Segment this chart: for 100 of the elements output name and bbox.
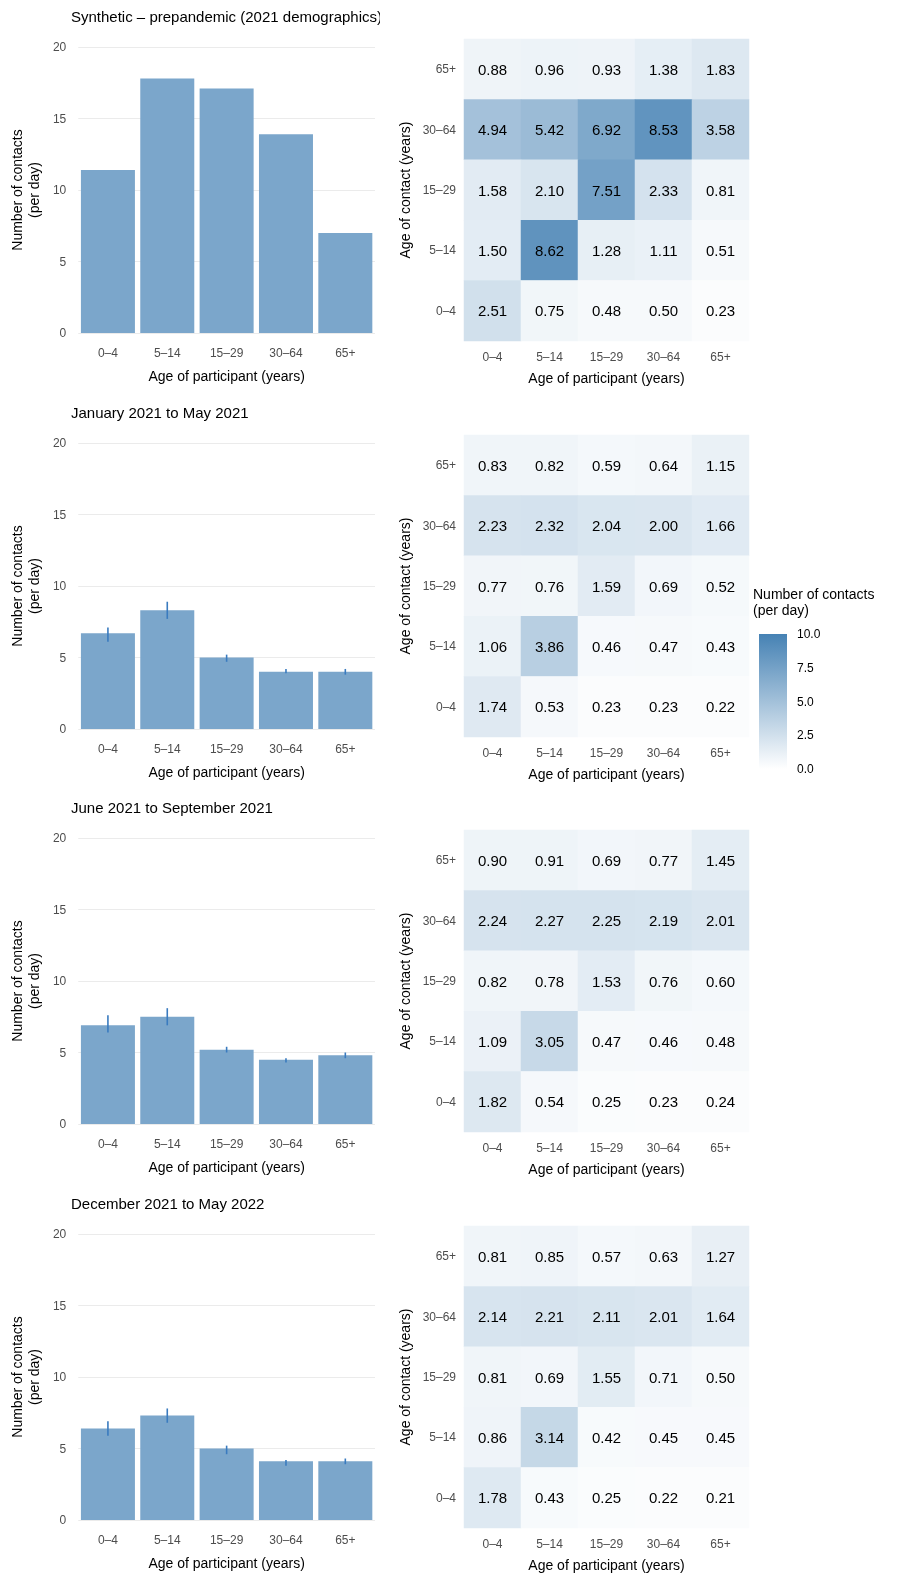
x-tick-label: 5–14 — [153, 741, 181, 756]
data-label: 0.96 — [534, 60, 565, 78]
y-tick-label: 10 — [52, 974, 67, 988]
y-tick-label: 10 — [52, 183, 67, 197]
x-tick-label: 65+ — [335, 1137, 356, 1151]
data-label: 0.50 — [705, 1368, 736, 1385]
data-label: 0.46 — [591, 637, 622, 655]
y-tick-label: 5–14 — [429, 1429, 457, 1444]
y-tick-label: 15–29 — [422, 974, 457, 988]
y-axis-title: Age of contact (years) — [396, 121, 413, 259]
data-label: 1.45 — [705, 851, 736, 869]
data-label: 2.19 — [648, 912, 679, 930]
data-label: 1.15 — [705, 456, 736, 474]
data-label: 3.58 — [705, 121, 736, 139]
x-tick-label: 65+ — [335, 741, 356, 756]
data-label: 0.52 — [705, 577, 736, 594]
data-label: 3.86 — [534, 637, 565, 655]
bar — [258, 671, 313, 729]
data-label: 0.23 — [648, 1093, 679, 1111]
data-label: 0.64 — [648, 456, 679, 474]
x-tick-label: 15–29 — [589, 745, 624, 760]
data-label: 2.25 — [591, 912, 622, 930]
data-label: 0.43 — [534, 1488, 565, 1506]
y-tick-label: 20 — [52, 831, 67, 845]
x-tick-label: 30–64 — [646, 745, 681, 760]
x-axis-title: Age of participant (years) — [148, 1159, 305, 1175]
y-axis-title: Number of contacts (per day) — [8, 524, 42, 647]
data-label: 0.83 — [477, 456, 508, 474]
data-label: 2.01 — [648, 1307, 679, 1325]
data-label: 0.60 — [705, 972, 736, 990]
x-tick-label: 0–4 — [97, 741, 119, 756]
x-tick-label: 5–14 — [536, 1536, 564, 1551]
y-tick-label: 5–14 — [429, 638, 457, 653]
x-tick-label: 65+ — [335, 346, 356, 360]
x-axis-title: Age of participant (years) — [148, 368, 305, 384]
data-label: 2.00 — [648, 516, 679, 534]
chart-title: June 2021 to September 2021 — [71, 799, 273, 816]
x-tick-label: 5–14 — [153, 1137, 181, 1151]
y-tick-label: 15–29 — [422, 578, 457, 593]
color-bar-title: Number of contacts (per day) — [753, 585, 875, 618]
data-label: 8.62 — [534, 241, 565, 259]
x-tick-label: 30–64 — [269, 1137, 303, 1151]
data-label: 2.11 — [592, 1307, 621, 1325]
x-tick-label: 0–4 — [97, 1532, 119, 1547]
bar — [80, 1427, 135, 1520]
data-label: 1.83 — [705, 60, 736, 78]
data-label: 0.82 — [477, 972, 508, 990]
y-tick-label: 15 — [52, 902, 67, 917]
color-bar-label: 5.0 — [797, 694, 815, 708]
y-tick-label: 15–29 — [422, 183, 457, 197]
data-label: 0.54 — [534, 1093, 565, 1111]
y-tick-label: 30–64 — [422, 913, 457, 928]
bar — [258, 1460, 313, 1520]
bar — [199, 1049, 254, 1124]
data-label: 1.59 — [591, 577, 622, 594]
x-tick-label: 15–29 — [589, 1536, 624, 1551]
y-tick-label: 65+ — [435, 853, 456, 868]
data-label: 0.77 — [477, 577, 508, 594]
data-label: 0.23 — [591, 697, 622, 715]
y-tick-label: 5 — [59, 650, 67, 664]
y-tick-label: 0–4 — [435, 1490, 457, 1505]
y-tick-label: 0 — [59, 1117, 67, 1131]
y-tick-label: 30–64 — [422, 122, 457, 137]
data-label: 0.22 — [705, 697, 736, 715]
x-axis-title: Age of participant (years) — [148, 1554, 305, 1571]
x-axis-title: Age of participant (years) — [528, 765, 685, 782]
y-tick-label: 10 — [52, 1369, 67, 1384]
data-label: 2.23 — [477, 516, 508, 534]
x-tick-label: 0–4 — [482, 1141, 503, 1155]
data-label: 4.94 — [477, 121, 508, 139]
y-tick-label: 20 — [52, 40, 67, 54]
data-label: 0.51 — [705, 241, 736, 259]
x-tick-label: 5–14 — [536, 350, 564, 364]
data-label: 0.22 — [648, 1488, 679, 1506]
y-tick-label: 0–4 — [435, 303, 457, 318]
y-axis-title: Number of contacts (per day) — [8, 129, 42, 251]
x-tick-label: 0–4 — [97, 346, 119, 360]
data-label: 0.81 — [705, 181, 736, 199]
data-label: 2.32 — [534, 516, 565, 534]
data-label: 0.93 — [591, 60, 622, 78]
data-label: 0.69 — [648, 577, 679, 594]
bar — [199, 657, 254, 729]
data-label: 0.59 — [591, 456, 622, 474]
data-label: 0.53 — [534, 697, 565, 715]
data-label: 1.06 — [477, 637, 508, 655]
data-label: 1.82 — [477, 1093, 508, 1111]
data-label: 0.63 — [648, 1247, 679, 1265]
data-label: 2.04 — [591, 516, 622, 534]
data-label: 2.01 — [705, 912, 736, 930]
bar — [140, 1415, 195, 1520]
color-bar-label: 10.0 — [797, 626, 821, 641]
x-axis-title: Age of participant (years) — [528, 370, 685, 386]
data-label: 2.21 — [534, 1307, 565, 1325]
data-label: 1.28 — [591, 241, 622, 259]
data-label: 2.24 — [477, 912, 508, 930]
y-tick-label: 15–29 — [422, 1369, 457, 1384]
bar — [318, 1055, 373, 1124]
y-axis-title: Age of contact (years) — [396, 517, 413, 654]
x-tick-label: 5–14 — [536, 745, 564, 760]
x-axis-title: Age of participant (years) — [528, 1556, 685, 1573]
